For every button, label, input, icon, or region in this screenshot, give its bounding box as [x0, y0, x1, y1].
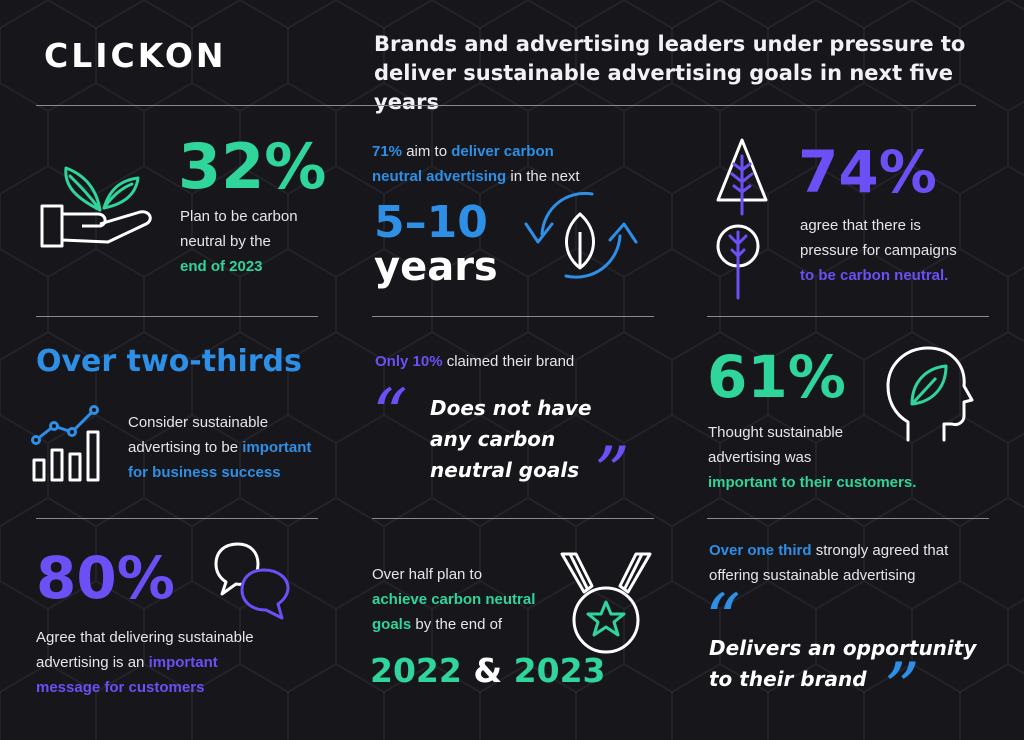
stat4-line2b: important	[242, 439, 312, 456]
stat8-line3: by the end of	[415, 616, 503, 633]
stat1-line2: neutral by the	[180, 233, 271, 250]
stat9-lead-end: strongly agreed that	[815, 542, 949, 559]
stat1-text: Plan to be carbon neutral by the end of …	[180, 204, 298, 279]
stat4-text: Consider sustainable advertising to be i…	[128, 410, 311, 485]
stat9-quote-line2: to their brand	[709, 667, 867, 691]
stat7-text: Agree that delivering sustainable advert…	[36, 625, 254, 700]
stat5-open-quote-icon: “	[372, 374, 408, 456]
stat2-lead-hl1: deliver carbon	[451, 143, 554, 160]
stat2-unit: years	[374, 244, 498, 290]
stat1-line1: Plan to be carbon	[180, 208, 298, 225]
stat6-text: Thought sustainable advertising was impo…	[708, 420, 916, 495]
head-leaf-icon	[886, 346, 974, 442]
stat8-years: 2022 & 2023	[370, 651, 606, 691]
stat7-highlight: message for customers	[36, 679, 205, 696]
stat5-quote-line2: any carbon	[430, 427, 556, 451]
stat3-highlight: to be carbon neutral.	[800, 267, 949, 284]
stat9-text: Over one third strongly agreed that offe…	[709, 538, 948, 588]
star-medal-icon	[560, 552, 652, 654]
stat3-line1: agree that there is	[800, 217, 921, 234]
stat6-line1: Thought sustainable	[708, 424, 844, 441]
divider-r1-c1	[36, 316, 318, 317]
stat6-value: 61%	[707, 343, 846, 411]
stat8-highlight1: achieve carbon neutral	[372, 591, 536, 608]
stat6-line2: advertising was	[708, 449, 812, 466]
divider-r2-c1	[36, 518, 318, 519]
divider-r2-c2	[372, 518, 654, 519]
stat3-value: 74%	[798, 138, 937, 206]
stat3-text: agree that there is pressure for campaig…	[800, 213, 957, 288]
stat6-highlight: important to their customers.	[708, 474, 917, 491]
header-divider	[36, 105, 976, 106]
stat4-headline: Over two-thirds	[36, 344, 302, 379]
stat4-line2a: advertising to be	[128, 439, 239, 456]
stat8-text: Over half plan to achieve carbon neutral…	[372, 562, 535, 637]
stat9-lead-hl: Over one third	[709, 542, 812, 559]
divider-r1-c3	[707, 316, 989, 317]
divider-r2-c3	[707, 518, 989, 519]
stat2-lead-pct: 71%	[372, 143, 403, 160]
divider-r1-c2	[372, 316, 654, 317]
growth-chart-icon	[31, 405, 100, 482]
stat5-lead-end: claimed their brand	[446, 353, 575, 370]
stat2-lead: 71% aim to deliver carbon neutral advert…	[372, 139, 622, 189]
stat5-lead-pct: Only 10%	[375, 353, 443, 370]
stat2-lead-end: in the next	[510, 168, 580, 185]
stat2-value: 5–10	[374, 197, 488, 248]
stat8-line1: Over half plan to	[372, 566, 483, 583]
stat3-line2: pressure for campaigns	[800, 242, 957, 259]
stat1-highlight: end of 2023	[180, 258, 263, 275]
brand-logo: CLICKON	[44, 36, 227, 75]
stat7-line1: Agree that delivering sustainable	[36, 629, 254, 646]
stat2-lead-hl2: neutral advertising	[372, 168, 507, 185]
stat9-open-quote-icon: “	[705, 579, 741, 661]
stat5-quote: Does not have any carbon neutral goals	[430, 393, 592, 486]
recycle-leaf-icon	[524, 191, 638, 279]
stat7-value: 80%	[36, 544, 175, 612]
stat8-highlight2: goals	[372, 616, 412, 633]
stat5-quote-line1: Does not have	[430, 396, 592, 420]
stat1-value: 32%	[178, 130, 327, 203]
stat9-quote-line1: Delivers an opportunity	[709, 636, 977, 660]
stat8-year2: 2023	[513, 651, 606, 690]
stat5-close-quote-icon: ”	[594, 432, 630, 514]
stat4-highlight: for business success	[128, 464, 281, 481]
stat7-line2b: important	[148, 654, 218, 671]
stat4-line1: Consider sustainable	[128, 414, 269, 431]
trees-icon	[716, 138, 768, 300]
stat5-lead: Only 10% claimed their brand	[375, 349, 574, 374]
stat9-quote: Delivers an opportunity to their brand	[709, 633, 976, 695]
speech-bubbles-icon	[214, 542, 290, 620]
stat8-ampersand: &	[473, 651, 503, 690]
stat9-close-quote-icon: ”	[884, 648, 920, 730]
plant-hand-icon	[40, 166, 152, 248]
stat8-year1: 2022	[370, 651, 462, 690]
stat2-lead-mid: aim to	[406, 143, 448, 160]
stat5-quote-line3: neutral goals	[430, 458, 580, 482]
stat9-line2: offering sustainable advertising	[709, 567, 916, 584]
stat7-line2a: advertising is an	[36, 654, 145, 671]
page-title: Brands and advertising leaders under pre…	[374, 32, 966, 114]
